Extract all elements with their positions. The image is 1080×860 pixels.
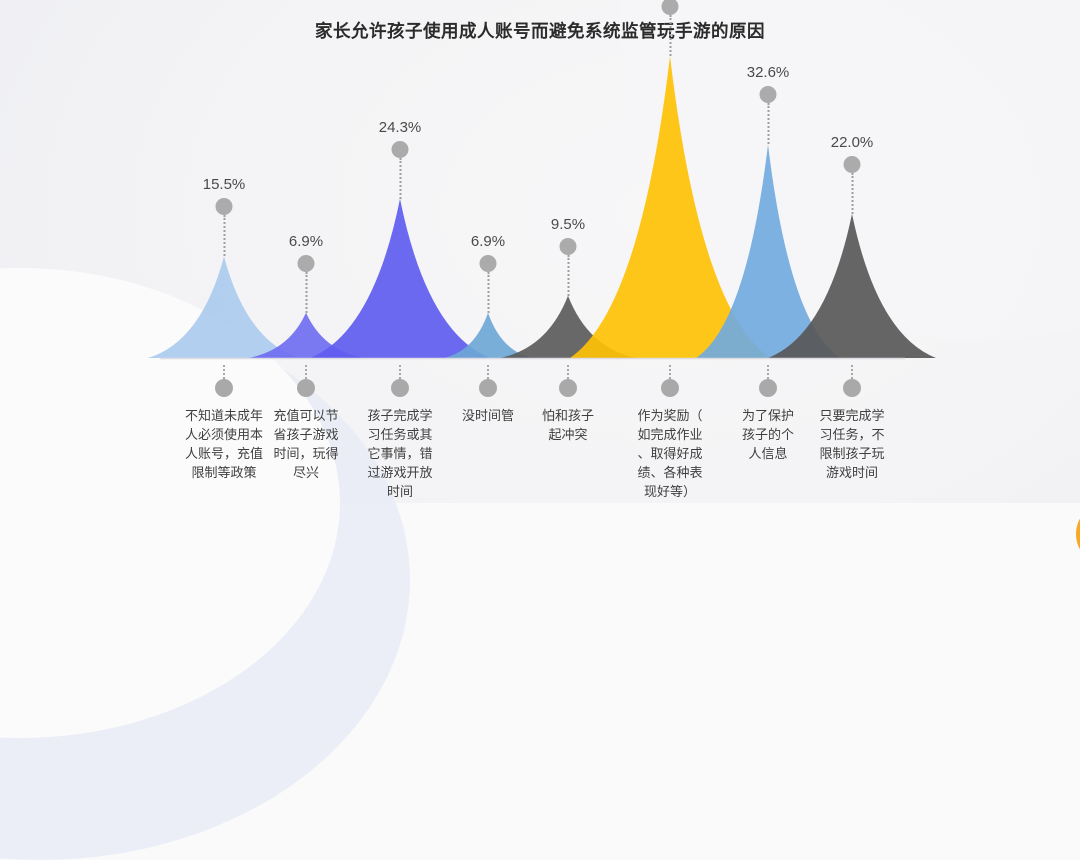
category-label: 为了保护 孩子的个 人信息 — [741, 408, 794, 461]
peak-shape — [570, 56, 770, 358]
value-leader — [661, 0, 679, 56]
leader-dot-icon — [391, 379, 409, 397]
category-label: 孩子完成学 习任务或其 它事情，错 过游戏开放 时间 — [367, 408, 433, 499]
category-leader — [759, 365, 777, 397]
peak-shape — [310, 198, 490, 358]
leader-dot-icon — [559, 237, 577, 255]
leader-line — [305, 271, 307, 313]
leader-dot-icon — [843, 379, 861, 397]
value-leader — [843, 155, 861, 214]
circle-icon — [1076, 503, 1080, 565]
chart-canvas: 家长允许孩子使用成人账号而避免系统监管玩手游的原因 15.5% 不知道未成年 人必须… — [0, 0, 1080, 503]
peak-shape — [444, 312, 532, 358]
leader-dot-icon — [479, 379, 497, 397]
leader-line — [851, 172, 853, 214]
leader-line — [305, 365, 307, 379]
category-leader — [479, 365, 497, 397]
leader-dot-icon — [215, 198, 233, 216]
category-label: 怕和孩子 起冲突 — [541, 408, 594, 442]
leader-line — [487, 271, 489, 313]
leader-line — [669, 365, 671, 379]
leader-dot-icon — [843, 155, 861, 173]
category-label: 没时间管 — [461, 408, 514, 423]
value-label: 6.9% — [288, 232, 324, 250]
category-leader — [661, 365, 679, 397]
leader-line — [767, 103, 769, 145]
leader-line — [567, 254, 569, 296]
leader-line — [669, 15, 671, 56]
leader-line — [223, 365, 225, 379]
leader-line — [567, 365, 569, 379]
category-leader — [391, 365, 409, 397]
leader-dot-icon — [297, 254, 315, 272]
leader-dot-icon — [215, 379, 233, 397]
value-leader — [391, 140, 409, 199]
leader-dot-icon — [297, 379, 315, 397]
leader-dot-icon — [559, 379, 577, 397]
leader-dot-icon — [661, 0, 679, 15]
leader-line — [399, 365, 401, 379]
peaks-plot — [148, 56, 936, 360]
value-label: 22.0% — [830, 133, 874, 151]
category-label: 不知道未成年 人必须使用本 人账号，充值 限制等政策 — [184, 408, 263, 480]
leader-line — [399, 157, 401, 199]
category-label: 作为奖励（ 如完成作业 、取得好成 绩、各种表 现好等） — [637, 408, 703, 499]
value-leader — [479, 254, 497, 313]
leader-dot-icon — [759, 86, 777, 104]
leader-line — [223, 215, 225, 257]
category-label: 充值可以节 省孩子游戏 时间，玩得 尽兴 — [273, 408, 339, 480]
peak-shape — [500, 295, 636, 358]
leader-dot-icon — [661, 379, 679, 397]
category-label: 只要完成学 习任务，不 限制孩子玩 游戏时间 — [819, 408, 885, 480]
category-leader — [843, 365, 861, 397]
leader-dot-icon — [759, 379, 777, 397]
value-leader — [559, 237, 577, 296]
peak-shape — [148, 256, 300, 358]
value-label: 9.5% — [550, 215, 586, 233]
value-leader — [759, 86, 777, 145]
leader-line — [767, 365, 769, 379]
value-label: 6.9% — [470, 232, 506, 250]
category-leader — [215, 365, 233, 397]
category-leader — [297, 365, 315, 397]
value-label: 24.3% — [378, 118, 422, 136]
value-leader — [215, 198, 233, 257]
value-label: 32.6% — [746, 64, 790, 82]
page-title: 家长允许孩子使用成人账号而避免系统监管玩手游的原因 — [315, 21, 765, 41]
peak-shape — [696, 144, 840, 358]
leader-line — [487, 365, 489, 379]
leader-dot-icon — [479, 254, 497, 272]
peak-shape — [248, 312, 364, 358]
leader-dot-icon — [391, 140, 409, 158]
leader-line — [851, 365, 853, 379]
value-label: 15.5% — [202, 176, 246, 194]
value-leader — [297, 254, 315, 313]
peak-shape — [768, 213, 936, 358]
category-leader — [559, 365, 577, 397]
